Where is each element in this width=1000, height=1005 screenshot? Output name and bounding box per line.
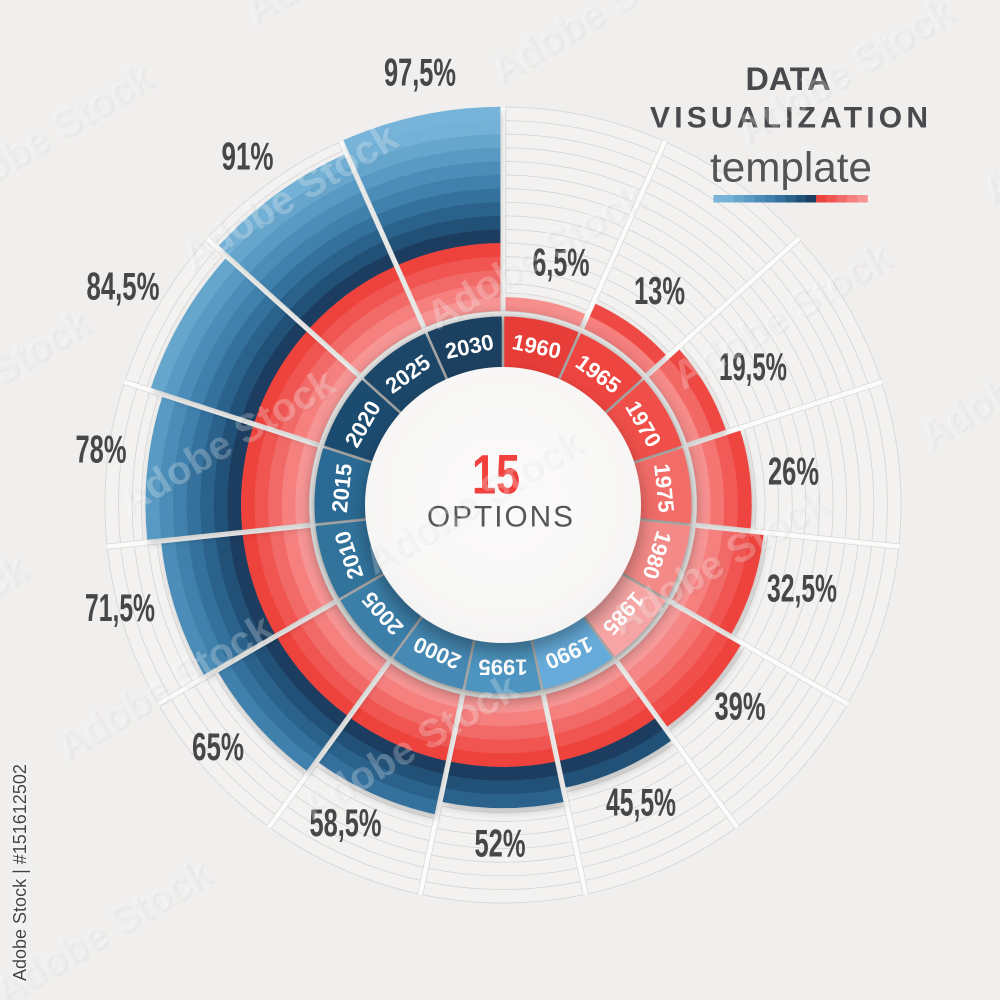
svg-text:65%: 65% [192,726,244,769]
svg-text:DATA: DATA [746,61,831,97]
svg-text:78%: 78% [76,429,127,472]
svg-text:template: template [710,144,872,191]
svg-text:1995: 1995 [479,655,528,680]
svg-text:45,5%: 45,5% [606,782,676,825]
svg-text:6,5%: 6,5% [533,242,590,285]
svg-text:OPTIONS: OPTIONS [427,501,575,534]
svg-text:39%: 39% [715,686,766,729]
svg-text:26%: 26% [768,451,819,494]
svg-text:84,5%: 84,5% [87,266,160,309]
svg-text:52%: 52% [475,823,526,866]
svg-text:15: 15 [472,443,520,506]
svg-text:13%: 13% [634,270,685,313]
svg-text:58,5%: 58,5% [310,802,382,845]
svg-text:71,5%: 71,5% [85,587,155,630]
svg-text:91%: 91% [222,136,274,179]
svg-text:VISUALIZATION: VISUALIZATION [650,102,928,135]
svg-text:Adobe Stock | #151612502: Adobe Stock | #151612502 [10,764,30,981]
svg-text:97,5%: 97,5% [384,52,456,95]
svg-text:1975: 1975 [649,462,679,513]
svg-text:32,5%: 32,5% [767,568,837,611]
svg-text:19,5%: 19,5% [719,346,787,389]
svg-text:2015: 2015 [327,462,357,513]
